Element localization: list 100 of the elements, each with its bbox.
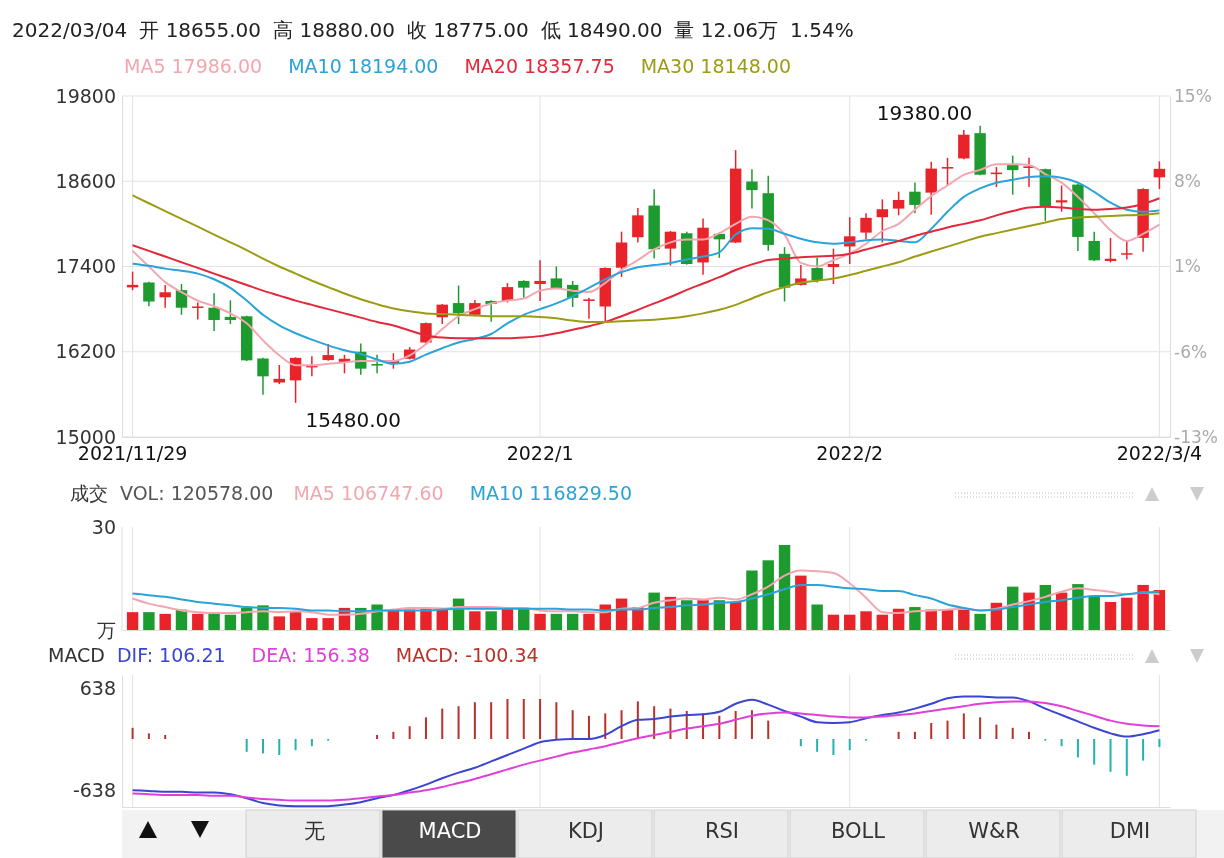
bar bbox=[522, 699, 525, 739]
text: DMI bbox=[1109, 819, 1151, 843]
text: 1.54% bbox=[790, 18, 854, 42]
bar bbox=[946, 720, 949, 739]
bar bbox=[261, 739, 264, 754]
bar bbox=[1060, 739, 1063, 747]
bar bbox=[534, 613, 546, 630]
bar bbox=[1158, 739, 1161, 747]
bar bbox=[1011, 727, 1014, 739]
bar bbox=[501, 608, 514, 630]
candlestick bbox=[632, 207, 644, 244]
bar bbox=[620, 710, 623, 739]
bar bbox=[827, 614, 840, 630]
candlestick bbox=[371, 354, 383, 375]
bar bbox=[322, 618, 334, 630]
text: 万 bbox=[97, 619, 116, 641]
chart-title: 成交 bbox=[70, 482, 108, 504]
text: 高 18880.00 bbox=[273, 18, 395, 42]
bar bbox=[1028, 731, 1031, 739]
bar bbox=[469, 611, 481, 630]
text: MA5 106747.60 bbox=[293, 482, 444, 504]
y2-tick-label: 1% bbox=[1174, 256, 1201, 277]
text: MACD bbox=[418, 819, 482, 843]
text: 2022/03/04 bbox=[12, 18, 128, 42]
bar bbox=[962, 713, 965, 739]
bar bbox=[1153, 590, 1166, 630]
candlestick bbox=[159, 284, 171, 309]
bar bbox=[126, 612, 139, 630]
bar bbox=[974, 613, 986, 630]
bar bbox=[746, 570, 758, 630]
candlestick bbox=[827, 247, 840, 285]
bar bbox=[778, 545, 791, 630]
bar bbox=[767, 720, 770, 739]
bar bbox=[734, 711, 737, 739]
candlestick bbox=[746, 168, 758, 210]
bar bbox=[713, 600, 726, 630]
bar bbox=[571, 710, 574, 739]
text: DIF: 106.21 bbox=[116, 644, 226, 666]
annotation: 19380.00 bbox=[876, 100, 973, 125]
bar bbox=[816, 739, 819, 752]
bar bbox=[930, 723, 933, 739]
bar bbox=[457, 706, 460, 739]
bar bbox=[799, 739, 802, 747]
text: MA5 17986.00 bbox=[124, 55, 263, 77]
bar bbox=[958, 609, 970, 630]
text: VOL: 120578.00 bbox=[120, 482, 274, 504]
y2-tick-label: 8% bbox=[1174, 171, 1201, 192]
bar bbox=[909, 607, 921, 630]
y2-tick-label: -6% bbox=[1174, 341, 1208, 362]
x-tick-label: 2022/2 bbox=[816, 442, 884, 465]
bar bbox=[587, 715, 590, 739]
bar bbox=[913, 731, 916, 739]
text: RSI bbox=[704, 819, 740, 843]
bar bbox=[278, 739, 281, 755]
bar bbox=[192, 613, 204, 630]
bar bbox=[1104, 601, 1117, 630]
candlestick bbox=[1023, 157, 1035, 188]
bar bbox=[1072, 584, 1084, 630]
candlestick bbox=[1153, 160, 1166, 190]
text: MA10 116829.50 bbox=[469, 482, 633, 504]
candlestick bbox=[208, 292, 220, 332]
bar bbox=[131, 727, 134, 739]
text: W&R bbox=[968, 819, 1020, 843]
bar bbox=[1142, 739, 1145, 761]
candlestick bbox=[958, 129, 970, 161]
bar bbox=[1125, 739, 1128, 776]
text: 量 12.06万 bbox=[674, 18, 779, 42]
bar bbox=[848, 739, 851, 751]
bar bbox=[294, 739, 297, 751]
candlestick bbox=[892, 190, 905, 217]
bar bbox=[164, 735, 167, 739]
bar bbox=[147, 733, 150, 739]
bar bbox=[408, 726, 411, 739]
text: BOLL bbox=[831, 819, 886, 843]
text: 收 18775.00 bbox=[406, 18, 529, 42]
bar bbox=[697, 600, 709, 630]
bar bbox=[539, 699, 542, 739]
bar bbox=[490, 702, 493, 739]
y-tick-label: 16200 bbox=[55, 340, 116, 363]
text: 无 bbox=[303, 819, 325, 843]
bar bbox=[729, 601, 742, 630]
text: 开 18655.00 bbox=[139, 18, 262, 42]
candlestick bbox=[534, 259, 546, 302]
bar bbox=[485, 611, 497, 630]
bar bbox=[306, 618, 318, 630]
bar bbox=[750, 710, 753, 739]
bar bbox=[1076, 739, 1079, 758]
bar bbox=[604, 713, 607, 739]
bar bbox=[245, 739, 248, 752]
bar bbox=[208, 613, 220, 630]
bar bbox=[1088, 596, 1100, 630]
bar bbox=[681, 600, 693, 630]
bar bbox=[143, 612, 155, 630]
bar bbox=[832, 739, 835, 755]
bar bbox=[1093, 739, 1096, 765]
bar bbox=[403, 609, 416, 630]
candlestick bbox=[273, 364, 285, 385]
bar bbox=[159, 613, 171, 630]
y-tick-label: 638 bbox=[79, 676, 116, 699]
chart-title: MACD bbox=[48, 644, 105, 666]
